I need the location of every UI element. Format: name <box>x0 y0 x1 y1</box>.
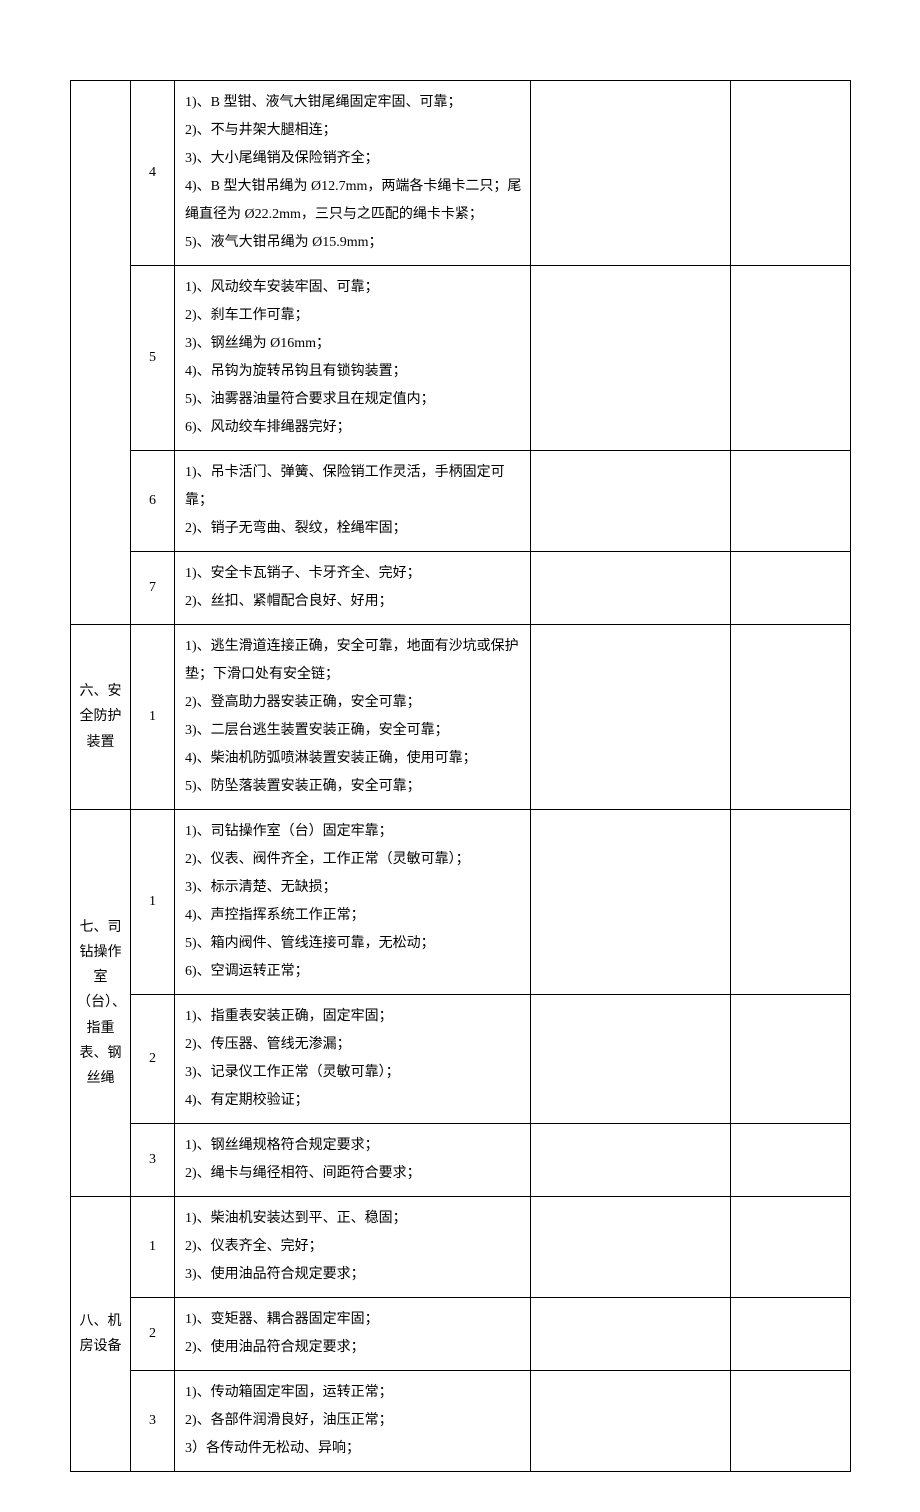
blank-cell-2 <box>731 625 851 810</box>
table-row: 八、机房设备11)、柴油机安装达到平、正、稳固；2)、仪表齐全、完好；3)、使用… <box>71 1197 851 1298</box>
content-cell: 1)、逃生滑道连接正确，安全可靠，地面有沙坑或保护垫；下滑口处有安全链；2)、登… <box>175 625 531 810</box>
blank-cell-2 <box>731 552 851 625</box>
table-row: 21)、变矩器、耦合器固定牢固；2)、使用油品符合规定要求； <box>71 1298 851 1371</box>
category-label: 六、安全防护装置 <box>77 679 124 755</box>
content-cell: 1)、指重表安装正确，固定牢固；2)、传压器、管线无渗漏；3)、记录仪工作正常（… <box>175 995 531 1124</box>
row-number-cell: 7 <box>131 552 175 625</box>
table-row: 51)、风动绞车安装牢固、可靠；2)、刹车工作可靠；3)、钢丝绳为 Ø16mm；… <box>71 266 851 451</box>
table-row: 31)、传动箱固定牢固，运转正常；2)、各部件润滑良好，油压正常；3）各传动件无… <box>71 1371 851 1472</box>
row-number-cell: 6 <box>131 451 175 552</box>
category-cell: 六、安全防护装置 <box>71 625 131 810</box>
content-cell: 1)、司钻操作室（台）固定牢靠；2)、仪表、阀件齐全，工作正常（灵敏可靠）；3)… <box>175 810 531 995</box>
blank-cell-1 <box>531 1298 731 1371</box>
category-label: 七、司钻操作室（台）、指重表、钢丝绳 <box>77 915 124 1091</box>
inspection-table: 41)、B 型钳、液气大钳尾绳固定牢固、可靠；2)、不与井架大腿相连；3)、大小… <box>70 80 851 1472</box>
blank-cell-2 <box>731 995 851 1124</box>
table-row: 71)、安全卡瓦销子、卡牙齐全、完好；2)、丝扣、紧帽配合良好、好用； <box>71 552 851 625</box>
row-number-cell: 4 <box>131 81 175 266</box>
content-cell: 1)、吊卡活门、弹簧、保险销工作灵活，手柄固定可靠；2)、销子无弯曲、裂纹，栓绳… <box>175 451 531 552</box>
blank-cell-1 <box>531 1371 731 1472</box>
blank-cell-2 <box>731 810 851 995</box>
table-row: 31)、钢丝绳规格符合规定要求；2)、绳卡与绳径相符、间距符合要求； <box>71 1124 851 1197</box>
content-cell: 1)、钢丝绳规格符合规定要求；2)、绳卡与绳径相符、间距符合要求； <box>175 1124 531 1197</box>
blank-cell-1 <box>531 81 731 266</box>
blank-cell-1 <box>531 995 731 1124</box>
content-cell: 1)、柴油机安装达到平、正、稳固；2)、仪表齐全、完好；3)、使用油品符合规定要… <box>175 1197 531 1298</box>
row-number-cell: 5 <box>131 266 175 451</box>
category-cell: 七、司钻操作室（台）、指重表、钢丝绳 <box>71 810 131 1197</box>
blank-cell-1 <box>531 810 731 995</box>
blank-cell-1 <box>531 1124 731 1197</box>
blank-cell-2 <box>731 1197 851 1298</box>
blank-cell-1 <box>531 625 731 810</box>
table-row: 七、司钻操作室（台）、指重表、钢丝绳11)、司钻操作室（台）固定牢靠；2)、仪表… <box>71 810 851 995</box>
blank-cell-2 <box>731 266 851 451</box>
blank-cell-1 <box>531 552 731 625</box>
table-row: 41)、B 型钳、液气大钳尾绳固定牢固、可靠；2)、不与井架大腿相连；3)、大小… <box>71 81 851 266</box>
content-cell: 1)、风动绞车安装牢固、可靠；2)、刹车工作可靠；3)、钢丝绳为 Ø16mm；4… <box>175 266 531 451</box>
content-cell: 1)、传动箱固定牢固，运转正常；2)、各部件润滑良好，油压正常；3）各传动件无松… <box>175 1371 531 1472</box>
table-row: 六、安全防护装置11)、逃生滑道连接正确，安全可靠，地面有沙坑或保护垫；下滑口处… <box>71 625 851 810</box>
category-cell: 八、机房设备 <box>71 1197 131 1472</box>
content-cell: 1)、变矩器、耦合器固定牢固；2)、使用油品符合规定要求； <box>175 1298 531 1371</box>
category-label: 八、机房设备 <box>77 1309 124 1359</box>
blank-cell-1 <box>531 451 731 552</box>
row-number-cell: 3 <box>131 1124 175 1197</box>
row-number-cell: 1 <box>131 625 175 810</box>
blank-cell-1 <box>531 1197 731 1298</box>
content-cell: 1)、B 型钳、液气大钳尾绳固定牢固、可靠；2)、不与井架大腿相连；3)、大小尾… <box>175 81 531 266</box>
blank-cell-2 <box>731 1371 851 1472</box>
table-row: 21)、指重表安装正确，固定牢固；2)、传压器、管线无渗漏；3)、记录仪工作正常… <box>71 995 851 1124</box>
blank-cell-2 <box>731 451 851 552</box>
row-number-cell: 1 <box>131 810 175 995</box>
blank-cell-2 <box>731 1298 851 1371</box>
blank-cell-1 <box>531 266 731 451</box>
row-number-cell: 2 <box>131 1298 175 1371</box>
row-number-cell: 1 <box>131 1197 175 1298</box>
table-row: 61)、吊卡活门、弹簧、保险销工作灵活，手柄固定可靠；2)、销子无弯曲、裂纹，栓… <box>71 451 851 552</box>
row-number-cell: 2 <box>131 995 175 1124</box>
blank-cell-2 <box>731 81 851 266</box>
category-cell <box>71 81 131 625</box>
content-cell: 1)、安全卡瓦销子、卡牙齐全、完好；2)、丝扣、紧帽配合良好、好用； <box>175 552 531 625</box>
blank-cell-2 <box>731 1124 851 1197</box>
row-number-cell: 3 <box>131 1371 175 1472</box>
